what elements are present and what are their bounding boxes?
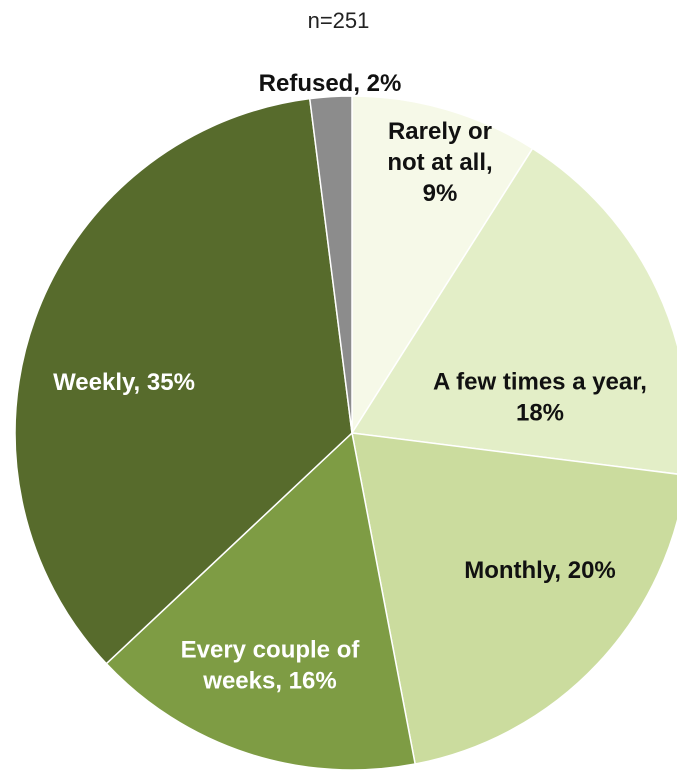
slice-label-line: Every couple of (181, 637, 361, 664)
slice-label-line: not at all, (387, 149, 492, 176)
slice-label-a-few-times-a-year: A few times a year, 18% (433, 369, 647, 427)
pie-slices (14, 95, 677, 771)
pie-slice-every-couple-of-weeks (105, 431, 417, 771)
slice-label-rarely-or-not-at-all: Rarely or not at all, 9% (387, 118, 492, 207)
pie-slice-a-few-times-a-year (350, 147, 677, 475)
slice-label-weekly: Weekly, 35% (53, 369, 195, 396)
slice-label-refused: Refused, 2% (259, 70, 402, 97)
slice-labels: Rarely or not at all, 9% A few times a year… (53, 70, 647, 695)
pie-slice-refused (308, 95, 353, 434)
slice-label-every-couple-of-weeks: Every couple of weeks, 16% (181, 637, 361, 695)
slice-label-line: A few times a year, (433, 369, 647, 396)
slice-label-line: 9% (423, 180, 458, 207)
slice-label-line: 18% (516, 400, 564, 427)
slice-label-line: weeks, 16% (202, 668, 336, 695)
pie-slice-rarely-or-not-at-all (351, 95, 534, 436)
pie-slice-weekly (14, 97, 353, 665)
slice-label-line: Monthly, 20% (464, 557, 616, 584)
slice-label-line: Weekly, 35% (53, 369, 195, 396)
chart-subtitle: n=251 (307, 8, 370, 33)
slice-label-monthly: Monthly, 20% (464, 557, 616, 584)
slice-label-line: Refused, 2% (259, 70, 402, 97)
pie-slice-monthly (351, 432, 677, 765)
slice-label-line: Rarely or (388, 118, 492, 145)
